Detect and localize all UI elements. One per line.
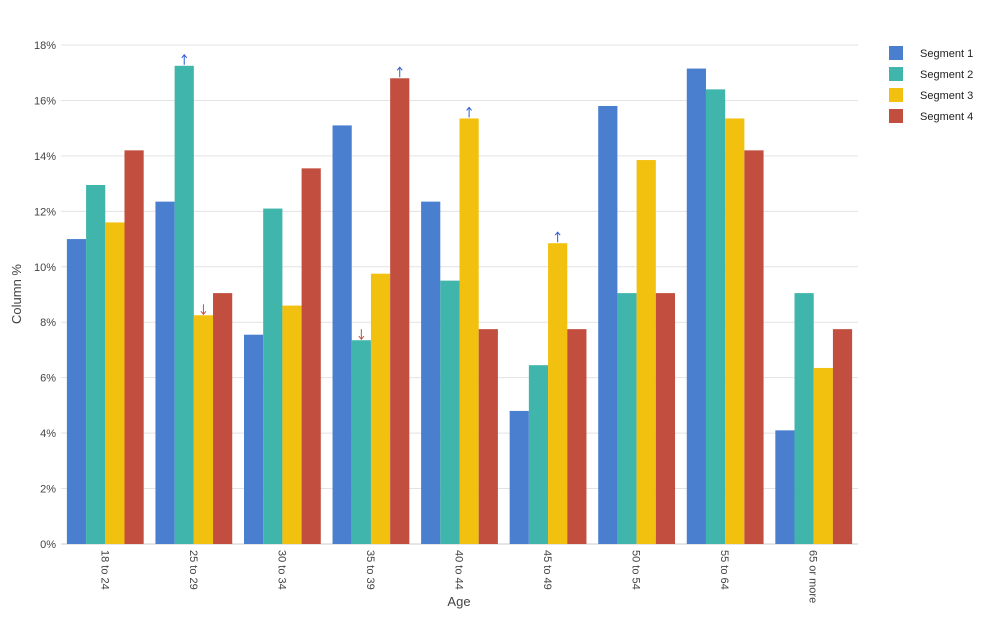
legend-swatch <box>889 67 903 81</box>
y-axis-title: Column % <box>9 264 24 324</box>
bar-segment-2 <box>705 89 726 545</box>
arrow-up-icon <box>554 231 561 243</box>
legend-swatch <box>889 88 903 102</box>
bar-segment-1 <box>421 201 441 544</box>
x-axis-ticks: 18 to 24 25 to 29 30 to 34 35 to 39 40 to 44… <box>98 550 818 603</box>
bar-segment-2 <box>440 280 460 544</box>
bar-segment-1 <box>775 430 795 544</box>
x-tick-label: 45 to 49 <box>541 550 553 590</box>
legend-label: Segment 1 <box>920 48 973 60</box>
bar-segment-2 <box>174 65 194 544</box>
significance-markers <box>181 54 561 341</box>
y-tick-label: 4% <box>40 428 56 440</box>
bar-segment-1 <box>66 239 87 544</box>
bar-segment-4 <box>744 150 764 544</box>
y-tick-label: 2% <box>40 484 56 496</box>
bar-segment-1 <box>686 68 706 544</box>
legend-label: Segment 4 <box>920 111 973 123</box>
bar-segment-3 <box>193 315 214 544</box>
bar-segment-4 <box>213 293 233 544</box>
y-tick-label: 6% <box>40 373 56 385</box>
x-tick-label: 25 to 29 <box>187 550 199 590</box>
legend-swatch <box>889 46 903 60</box>
bar-segment-3 <box>282 305 302 544</box>
bar-segment-4 <box>832 329 853 544</box>
y-axis-ticks: 0% 2% 4% 6% 8% 10% 12% 14% 16% 18% <box>34 40 56 551</box>
bar-segment-4 <box>124 150 144 544</box>
arrow-up-icon <box>466 106 472 118</box>
x-tick-label: 50 to 54 <box>630 550 642 590</box>
legend-item[interactable]: Segment 2 <box>889 67 973 81</box>
bar-segment-4 <box>390 78 410 545</box>
x-tick-label: 18 to 24 <box>98 550 110 590</box>
legend-item[interactable]: Segment 4 <box>889 109 973 123</box>
bar-segment-1 <box>155 201 175 544</box>
bar-segment-4 <box>655 293 676 544</box>
bars <box>66 65 853 545</box>
bar-segment-3 <box>370 273 391 544</box>
bar-segment-3 <box>636 160 656 545</box>
bar-segment-3 <box>548 243 568 544</box>
bar-segment-2 <box>528 365 549 544</box>
bar-segment-2 <box>351 340 371 544</box>
x-tick-label: 65 or more <box>807 550 819 603</box>
bar-segment-1 <box>598 105 618 545</box>
bar-segment-3 <box>459 118 479 545</box>
x-tick-label: 55 to 64 <box>718 550 730 590</box>
bar-segment-2 <box>86 185 106 544</box>
legend-swatch <box>889 109 903 123</box>
bar-segment-2 <box>263 208 283 544</box>
y-tick-label: 8% <box>40 317 56 329</box>
legend-item[interactable]: Segment 3 <box>889 88 973 102</box>
x-axis-title: Age <box>447 594 470 609</box>
legend-label: Segment 2 <box>920 69 973 81</box>
y-tick-label: 14% <box>34 151 56 163</box>
bar-segment-2 <box>617 293 637 544</box>
bar-segment-1 <box>509 410 529 544</box>
y-tick-label: 0% <box>40 539 56 551</box>
y-tick-label: 18% <box>34 40 56 52</box>
y-tick-label: 12% <box>34 206 56 218</box>
bar-segment-3 <box>725 118 745 545</box>
legend-label: Segment 3 <box>920 90 973 102</box>
arrow-down-icon <box>200 304 207 316</box>
arrow-down-icon <box>358 329 365 341</box>
y-tick-label: 10% <box>34 262 56 274</box>
legend: Segment 1 Segment 2 Segment 3 Segment 4 <box>889 46 973 123</box>
bar-segment-3 <box>105 222 125 545</box>
x-tick-label: 35 to 39 <box>364 550 376 590</box>
bar-segment-4 <box>301 168 321 545</box>
x-tick-label: 30 to 34 <box>275 550 287 590</box>
arrow-up-icon <box>396 66 403 78</box>
bar-segment-3 <box>813 367 833 544</box>
x-tick-label: 40 to 44 <box>453 550 465 590</box>
bar-segment-2 <box>794 293 814 544</box>
bar-segment-1 <box>332 125 352 544</box>
legend-item[interactable]: Segment 1 <box>889 46 973 60</box>
bar-segment-4 <box>478 329 498 544</box>
y-tick-label: 16% <box>34 95 56 107</box>
arrow-up-icon <box>181 54 188 65</box>
bar-segment-4 <box>567 329 587 544</box>
bar-segment-1 <box>243 334 264 544</box>
